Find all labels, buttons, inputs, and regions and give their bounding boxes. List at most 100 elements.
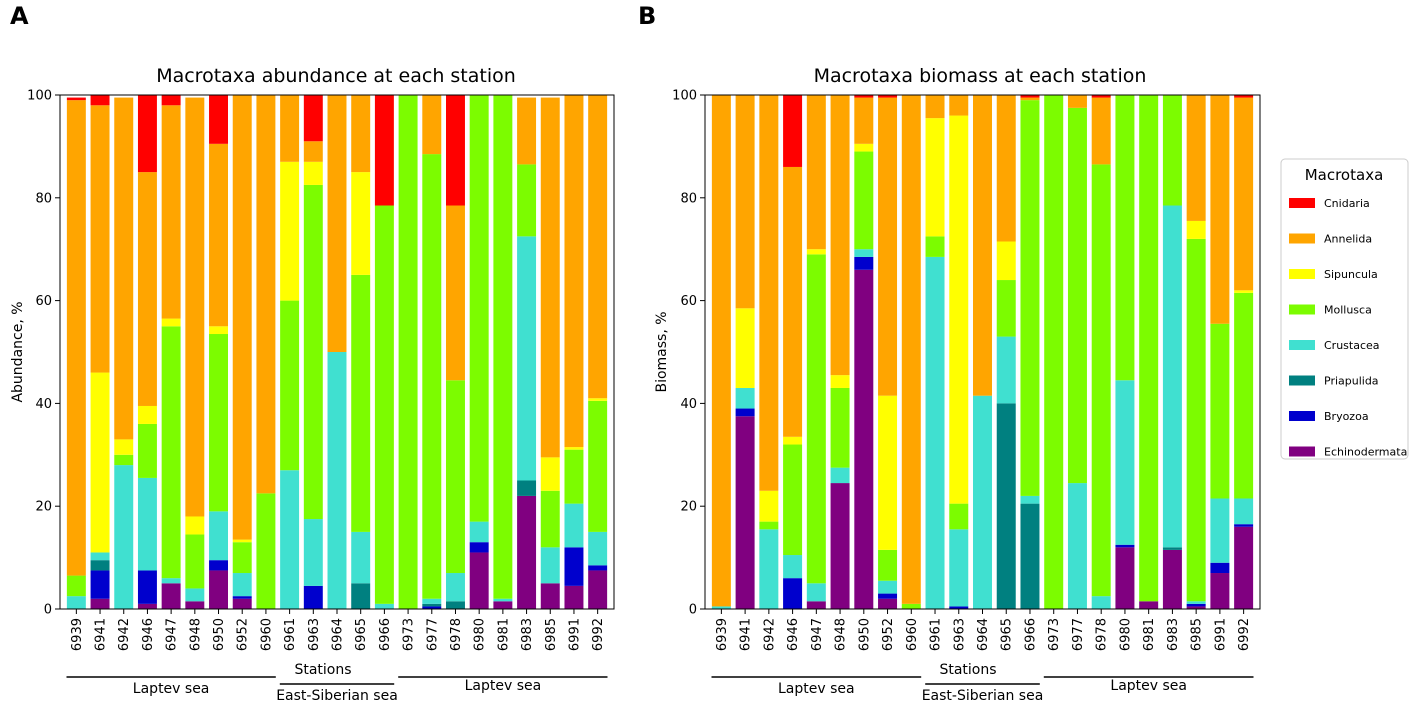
bar-abundance-6981-mollusca xyxy=(493,95,513,599)
y-tick-label-abundance-0: 0 xyxy=(44,603,52,618)
bar-abundance-6980-bryozoa xyxy=(469,542,489,553)
x-tick-label-biomass-6963: 6963 xyxy=(952,618,967,651)
chart-title-abundance: Macrotaxa abundance at each station xyxy=(156,65,516,87)
bar-biomass-6980-echinodermata xyxy=(1115,547,1135,609)
x-tick-label-abundance-6946: 6946 xyxy=(141,618,156,651)
x-tick-label-abundance-6950: 6950 xyxy=(212,618,227,651)
plot-frame-biomass xyxy=(704,94,1261,610)
bar-abundance-6950-bryozoa xyxy=(209,560,228,571)
bar-biomass-6992-annelida xyxy=(1234,97,1254,291)
bar-biomass-6966-cnidaria xyxy=(1020,95,1040,98)
bar-biomass-6950-sipuncula xyxy=(854,143,874,152)
bar-abundance-6980-crustacea xyxy=(469,521,489,543)
bar-biomass-6992-bryozoa xyxy=(1234,524,1254,527)
x-tick-label-biomass-6952: 6952 xyxy=(881,618,896,651)
x-tick-label-abundance-6977: 6977 xyxy=(425,618,440,651)
x-tick-label-abundance-6952: 6952 xyxy=(236,618,251,651)
bar-biomass-6965-crustacea xyxy=(996,336,1016,404)
legend-items: Cnidaria Annelida Sipuncula Mollusca Crustac… xyxy=(1289,197,1407,459)
x-tick-label-abundance-6980: 6980 xyxy=(473,618,488,651)
region-labels-abundance: Laptev sea East-Siberian sea Laptev sea xyxy=(66,676,608,704)
bar-abundance-6952-mollusca xyxy=(232,542,252,574)
x-tick-label-biomass-6950: 6950 xyxy=(857,618,872,651)
y-tick-label-biomass-20: 20 xyxy=(680,500,697,515)
legend-swatch-bryozoa xyxy=(1289,411,1315,421)
bar-abundance-6963-annelida xyxy=(303,141,323,162)
bar-abundance-6978-mollusca xyxy=(446,380,465,574)
bar-abundance-6992-bryozoa xyxy=(588,565,608,571)
bar-abundance-6947-annelida xyxy=(161,105,181,319)
bar-abundance-6965-crustacea xyxy=(351,531,371,584)
x-tick-label-biomass-6966: 6966 xyxy=(1023,618,1038,651)
bar-abundance-6966-crustacea xyxy=(374,603,394,609)
bar-abundance-6961-annelida xyxy=(280,95,300,162)
bar-abundance-6952-sipuncula xyxy=(232,539,252,543)
bar-biomass-6966-crustacea xyxy=(1020,495,1040,504)
bar-biomass-6946-sipuncula xyxy=(783,436,803,445)
bar-abundance-6991-echinodermata xyxy=(564,585,584,609)
bar-biomass-6950-echinodermata xyxy=(854,269,874,609)
x-tick-label-abundance-6964: 6964 xyxy=(331,618,346,651)
bar-biomass-6985-echinodermata xyxy=(1186,606,1206,609)
bar-biomass-6952-crustacea xyxy=(878,580,898,594)
bar-biomass-6947-sipuncula xyxy=(806,249,826,255)
bar-biomass-6964-crustacea xyxy=(973,395,992,609)
bar-abundance-6946-sipuncula xyxy=(137,405,157,424)
legend-label-crustacea: Crustacea xyxy=(1324,339,1380,352)
x-tick-label-biomass-6946: 6946 xyxy=(786,618,801,651)
x-tick-label-abundance-6948: 6948 xyxy=(188,618,203,651)
bar-biomass-6952-bryozoa xyxy=(878,593,898,599)
bar-biomass-6985-annelida xyxy=(1186,95,1206,221)
bar-biomass-6948-mollusca xyxy=(830,387,850,468)
bar-abundance-6941-cnidaria xyxy=(90,95,110,106)
legend-label-annelida: Annelida xyxy=(1324,233,1372,246)
bar-biomass-6978-cnidaria xyxy=(1091,95,1111,98)
bar-abundance-6983-priapulida xyxy=(517,480,537,496)
x-axis-label-abundance: Stations xyxy=(294,662,351,678)
bar-abundance-6946-crustacea xyxy=(137,477,157,571)
x-tick-label-abundance-6960: 6960 xyxy=(259,618,274,651)
bar-abundance-6978-annelida xyxy=(446,205,465,381)
x-tick-label-abundance-6941: 6941 xyxy=(94,618,109,651)
region-label-biomass-2: Laptev sea xyxy=(1110,678,1187,694)
y-tick-label-biomass-0: 0 xyxy=(689,603,697,618)
bar-biomass-6942-mollusca xyxy=(759,521,779,530)
bar-biomass-6947-crustacea xyxy=(806,583,826,602)
bar-biomass-6948-echinodermata xyxy=(830,483,850,609)
y-axis-label-biomass: Biomass, % xyxy=(654,311,670,392)
bar-biomass-6946-cnidaria xyxy=(783,95,803,167)
panel-abundance: A Macrotaxa abundance at each station Ab… xyxy=(10,2,615,704)
x-tick-label-biomass-6992: 6992 xyxy=(1237,618,1252,651)
bar-abundance-6950-cnidaria xyxy=(209,95,228,144)
x-tick-label-abundance-6939: 6939 xyxy=(70,618,85,651)
bar-abundance-6946-echinodermata xyxy=(137,603,157,609)
legend-swatch-crustacea xyxy=(1289,340,1315,350)
bar-biomass-6942-sipuncula xyxy=(759,490,779,522)
bar-abundance-6950-annelida xyxy=(209,143,228,327)
legend-swatch-mollusca xyxy=(1289,304,1315,315)
bar-biomass-6966-priapulida xyxy=(1020,503,1040,609)
x-tick-label-abundance-6978: 6978 xyxy=(449,618,464,651)
legend-swatch-annelida xyxy=(1289,233,1315,244)
x-tick-label-abundance-6965: 6965 xyxy=(354,618,369,651)
bar-abundance-6950-sipuncula xyxy=(209,326,228,335)
bar-biomass-6985-bryozoa xyxy=(1186,603,1206,607)
bar-abundance-6965-mollusca xyxy=(351,274,371,532)
bar-biomass-6977-crustacea xyxy=(1067,483,1087,609)
bar-biomass-6950-annelida xyxy=(854,97,874,144)
bar-biomass-6948-crustacea xyxy=(830,467,850,484)
y-tick-label-abundance-100: 100 xyxy=(27,89,52,104)
bar-abundance-6961-mollusca xyxy=(280,300,300,471)
x-tick-label-abundance-6992: 6992 xyxy=(591,618,606,651)
bar-abundance-6991-crustacea xyxy=(564,503,584,548)
y-ticks-biomass: 0 20 40 60 80 100 xyxy=(672,89,705,618)
bar-abundance-6992-echinodermata xyxy=(588,570,608,609)
bar-biomass-6966-annelida xyxy=(1020,97,1040,101)
x-tick-label-biomass-6973: 6973 xyxy=(1047,618,1062,651)
bar-abundance-6941-echinodermata xyxy=(90,598,110,609)
bar-abundance-6985-echinodermata xyxy=(540,583,560,609)
bar-biomass-6950-bryozoa xyxy=(854,256,874,270)
region-label-abundance-0: Laptev sea xyxy=(133,681,210,697)
bar-abundance-6991-mollusca xyxy=(564,449,584,504)
bar-abundance-6991-bryozoa xyxy=(564,547,584,586)
